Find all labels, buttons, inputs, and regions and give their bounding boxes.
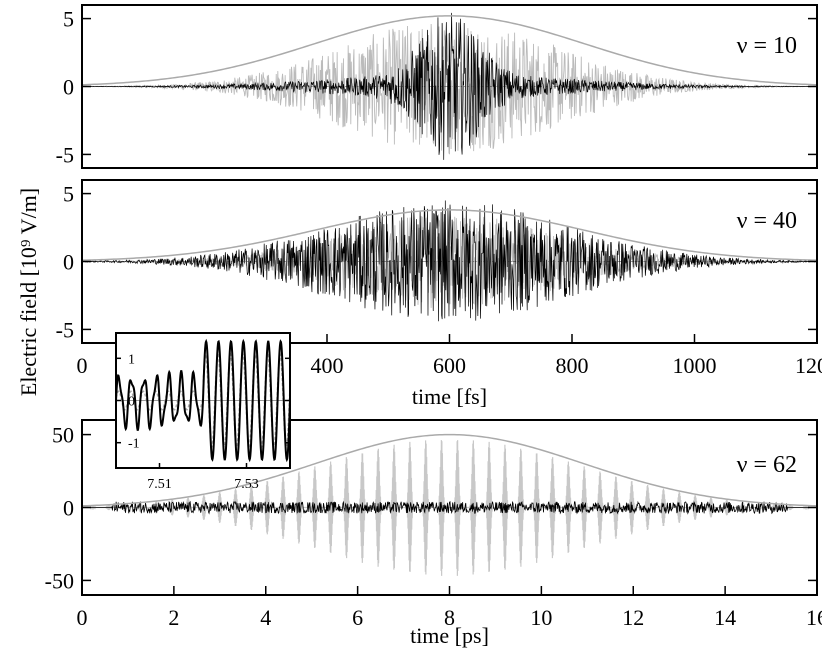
x-tick-label: 4: [260, 605, 271, 630]
x-tick-label: 0: [77, 605, 88, 630]
y-tick-label: -5: [56, 142, 74, 167]
x-tick-label: 7.53: [234, 477, 259, 492]
y-tick-label: 5: [63, 7, 74, 32]
panel-nu62: -500500246810121416time [ps]ν = 62: [45, 419, 822, 648]
x-tick-label: 10: [530, 605, 552, 630]
y-tick-label: 0: [128, 395, 135, 410]
panel-nu40: -505020040060080010001200time [fs]ν = 40: [56, 179, 822, 409]
y-tick-label: 5: [63, 182, 74, 207]
y-tick-label: 0: [63, 250, 74, 275]
series-black: [81, 12, 818, 160]
x-tick-label: 0: [77, 353, 88, 378]
x-axis-title: time [ps]: [410, 623, 489, 648]
panel-label: ν = 62: [737, 452, 797, 478]
inset-series-black: [115, 338, 291, 463]
x-tick-label: 800: [556, 353, 589, 378]
series-envelope: [81, 433, 818, 507]
y-tick-label: -5: [56, 317, 74, 342]
x-tick-label: 1000: [673, 353, 717, 378]
y-tick-label: 0: [63, 496, 74, 521]
y-tick-label: 50: [52, 423, 74, 448]
y-tick-label: 0: [63, 75, 74, 100]
x-tick-label: 16: [806, 605, 822, 630]
x-tick-label: 600: [433, 353, 466, 378]
panel-label: ν = 40: [737, 208, 797, 234]
series-envelope: [81, 15, 818, 86]
panel-label: ν = 10: [737, 33, 797, 59]
x-tick-label: 2: [168, 605, 179, 630]
series-black-sparse: [82, 500, 817, 515]
x-axis-title: time [fs]: [412, 384, 487, 409]
y-axis-title: Electric field [10⁹ V/m]: [16, 188, 41, 396]
x-tick-label: 7.51: [147, 477, 172, 492]
series-gray: [81, 22, 817, 155]
x-tick-label: 400: [311, 353, 344, 378]
series-black: [81, 200, 818, 322]
x-tick-label: 1200: [795, 353, 822, 378]
x-tick-label: 14: [714, 605, 736, 630]
panel-nu10: -5 0 5 ν = 10: [56, 4, 818, 169]
y-tick-label: 1: [128, 352, 135, 367]
y-tick-label: -50: [45, 568, 74, 593]
x-tick-label: 8: [444, 605, 455, 630]
inset-zoom: -1 0 1 7.51 7.53: [115, 332, 291, 492]
y-tick-label: -1: [128, 437, 140, 452]
x-tick-label: 6: [352, 605, 363, 630]
x-tick-label: 12: [622, 605, 644, 630]
series-envelope: [81, 209, 818, 261]
